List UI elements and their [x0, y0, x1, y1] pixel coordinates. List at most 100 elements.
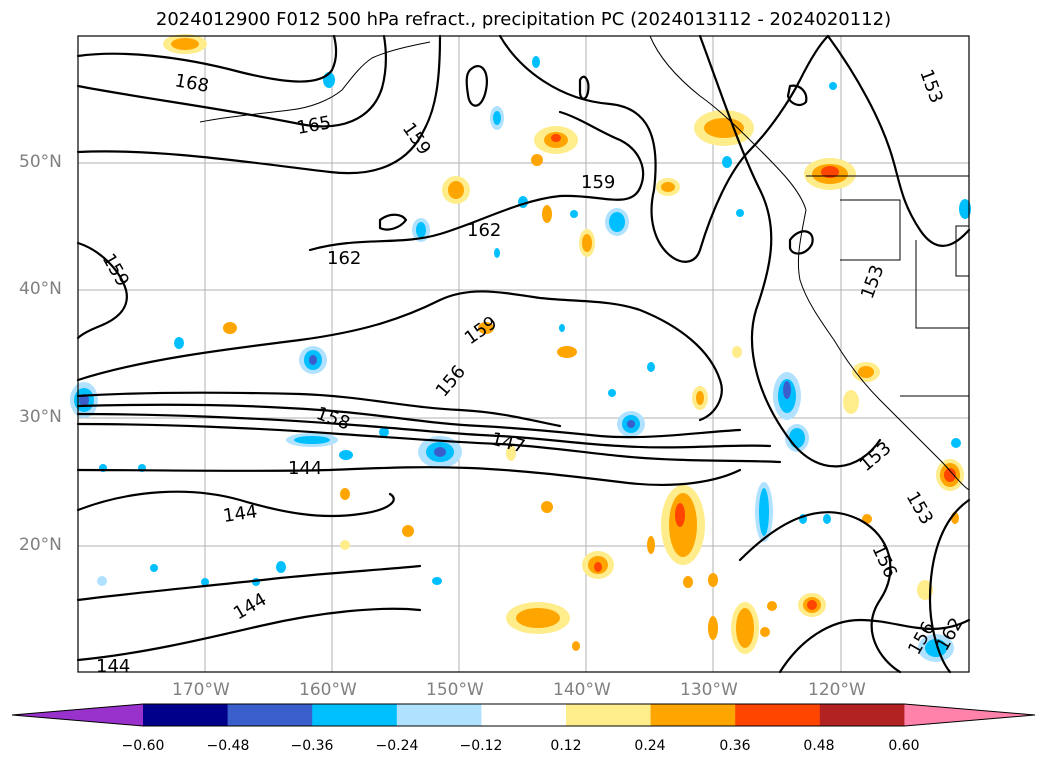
- contour-168: [76, 34, 338, 83]
- precip-patch: [696, 391, 704, 405]
- contour-label: 162: [467, 220, 501, 241]
- precip-patch: [843, 390, 859, 414]
- precip-patch: [708, 573, 718, 587]
- contour-ring-1: [465, 65, 488, 107]
- coastline: [199, 35, 970, 491]
- precip-patch: [570, 210, 578, 218]
- precip-patch: [647, 536, 655, 554]
- precip-patch: [759, 488, 769, 536]
- precip-patch: [572, 641, 580, 651]
- contour-155: [76, 403, 742, 439]
- colorbar-segment: [396, 704, 482, 726]
- lon-label-170w: 170°W: [172, 680, 230, 700]
- contour-153-a: [698, 34, 882, 468]
- precip-patch: [582, 234, 592, 252]
- precip-patch: [531, 154, 543, 166]
- lat-label-40: 40°N: [19, 279, 62, 299]
- colorbar-segment: [227, 704, 313, 726]
- colorbar-tick-label: 0.36: [719, 738, 751, 754]
- contour-ring-3: [378, 213, 408, 231]
- precip-patch: [683, 576, 693, 588]
- precip-patch: [340, 540, 350, 550]
- colorbar-segment: [819, 704, 905, 726]
- lat-label-30: 30°N: [19, 407, 62, 427]
- precip-patch: [559, 324, 565, 332]
- lon-label-150w: 150°W: [426, 680, 484, 700]
- colorbar-tick-label: 0.60: [888, 738, 920, 754]
- precip-patch: [661, 182, 675, 192]
- chart-title: 2024012900 F012 500 hPa refract., precip…: [155, 9, 892, 30]
- precip-patch: [951, 438, 961, 448]
- colorbar-tick-label: −0.24: [375, 738, 419, 754]
- colorbar-segment: [735, 704, 821, 726]
- precip-patch: [722, 156, 732, 168]
- refractivity-contours: [76, 34, 971, 674]
- contour-144-b: [76, 490, 395, 518]
- precip-patch: [594, 562, 602, 572]
- contour-144-c: [76, 564, 422, 602]
- precip-patch: [340, 488, 350, 500]
- contour-ring-4: [786, 84, 808, 106]
- precip-patch: [823, 514, 831, 524]
- contour-label: 153: [915, 67, 946, 106]
- contour-label: 162: [327, 248, 361, 269]
- contour-label: 168: [173, 70, 210, 97]
- colorbar-tick-label: 0.48: [803, 738, 835, 754]
- precip-patch: [704, 118, 744, 138]
- colorbar-tick-label: −0.60: [121, 738, 165, 754]
- contour-ring-2: [578, 75, 590, 100]
- lat-label-20: 20°N: [19, 535, 62, 555]
- precip-patch: [542, 205, 552, 223]
- contour-label: 144: [222, 501, 259, 527]
- precip-patch: [944, 468, 956, 482]
- contour-162: [308, 110, 645, 252]
- contour-label: 153: [856, 438, 896, 476]
- precip-patch: [506, 445, 516, 461]
- contour-144-d: [76, 607, 422, 662]
- precip-patch: [171, 38, 199, 50]
- contour-153-c: [928, 498, 971, 674]
- precip-patch: [516, 608, 560, 628]
- precip-patch: [79, 394, 89, 406]
- contour-156-east: [738, 511, 902, 674]
- precip-patch: [736, 608, 754, 648]
- precip-patch: [448, 181, 464, 199]
- precip-patch: [339, 450, 353, 460]
- contour-label: 159: [398, 119, 435, 159]
- precip-patch: [925, 639, 947, 657]
- colorbar-segment: [143, 704, 229, 726]
- state-line-2: [915, 240, 969, 329]
- lon-label-140w: 140°W: [553, 680, 611, 700]
- state-line-1: [840, 199, 901, 261]
- precip-patch: [760, 627, 770, 637]
- contour-label: 153: [902, 488, 937, 528]
- contour-153-b: [826, 34, 971, 247]
- contour-159-east: [498, 34, 830, 263]
- precip-patch: [276, 561, 286, 573]
- colorbar-tick-label: −0.12: [459, 738, 503, 754]
- contour-label: 156: [867, 541, 901, 581]
- colorbar-tick-label: −0.36: [290, 738, 334, 754]
- lon-label-160w: 160°W: [299, 680, 357, 700]
- contour-144-a: [76, 466, 742, 487]
- coastline-alaska: [199, 41, 431, 123]
- precip-patch: [551, 134, 561, 142]
- precip-patch: [434, 447, 446, 457]
- colorbar-segment: [312, 704, 398, 726]
- colorbar-tick-label: 0.24: [634, 738, 666, 754]
- lon-label-120w: 120°W: [808, 680, 866, 700]
- colorbar-segment: [481, 704, 567, 726]
- precip-patch: [858, 366, 874, 378]
- precip-patch: [807, 600, 817, 610]
- contour-ring-5: [788, 230, 814, 255]
- contour-159-west: [76, 241, 128, 340]
- map-frame: [77, 35, 970, 673]
- contour-label: 159: [581, 172, 615, 193]
- graticule: [78, 36, 969, 672]
- colorbar-extend-min: [12, 704, 143, 726]
- colorbar-segment: [650, 704, 736, 726]
- precip-patch: [675, 503, 685, 527]
- contour-156: [76, 290, 723, 422]
- contour-label: 144: [288, 458, 322, 479]
